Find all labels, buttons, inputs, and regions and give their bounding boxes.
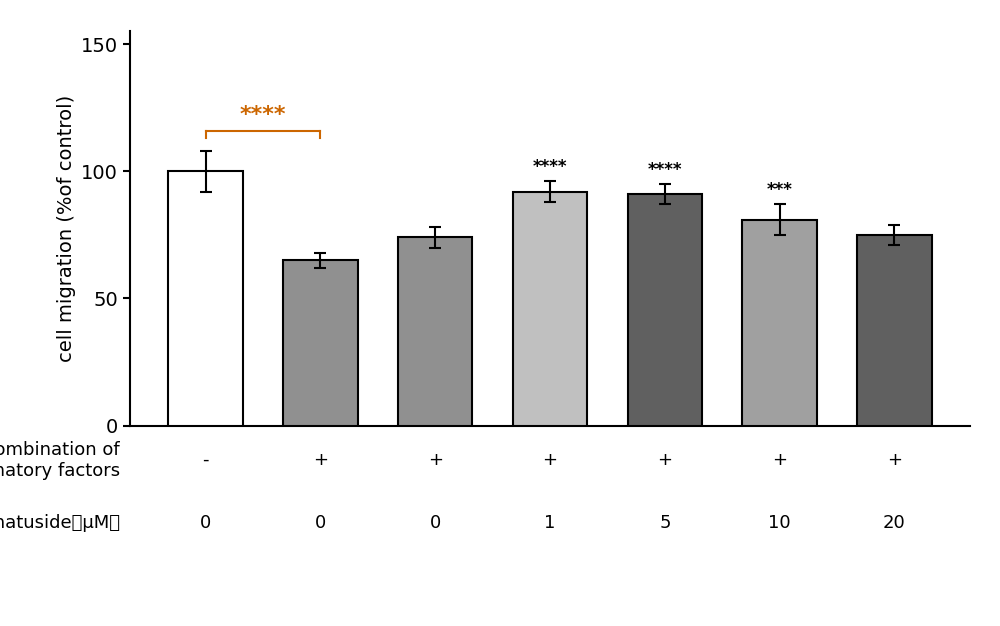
Bar xyxy=(628,194,702,426)
Text: ****: **** xyxy=(533,158,567,177)
Bar xyxy=(398,237,472,426)
Text: 10: 10 xyxy=(768,514,791,531)
Text: 0: 0 xyxy=(430,514,441,531)
Bar xyxy=(283,260,358,426)
Bar xyxy=(168,172,243,426)
Text: +: + xyxy=(313,451,328,469)
Bar xyxy=(513,192,587,426)
Text: ****: **** xyxy=(648,161,682,179)
Bar xyxy=(857,235,932,426)
Text: 0: 0 xyxy=(200,514,211,531)
Text: +: + xyxy=(772,451,787,469)
Text: +: + xyxy=(542,451,557,469)
Text: ***: *** xyxy=(767,182,793,199)
Text: 20: 20 xyxy=(883,514,906,531)
Text: Combination of
inflammatory factors: Combination of inflammatory factors xyxy=(0,441,120,480)
Text: +: + xyxy=(657,451,672,469)
Text: 5: 5 xyxy=(659,514,671,531)
Y-axis label: cell migration (%of control): cell migration (%of control) xyxy=(57,95,76,362)
Text: Complanatuside（μM）: Complanatuside（μM） xyxy=(0,514,120,531)
Bar xyxy=(742,220,817,426)
Text: ****: **** xyxy=(240,105,286,125)
Text: +: + xyxy=(428,451,443,469)
Text: 0: 0 xyxy=(315,514,326,531)
Text: -: - xyxy=(202,451,209,469)
Text: +: + xyxy=(887,451,902,469)
Text: 1: 1 xyxy=(544,514,556,531)
